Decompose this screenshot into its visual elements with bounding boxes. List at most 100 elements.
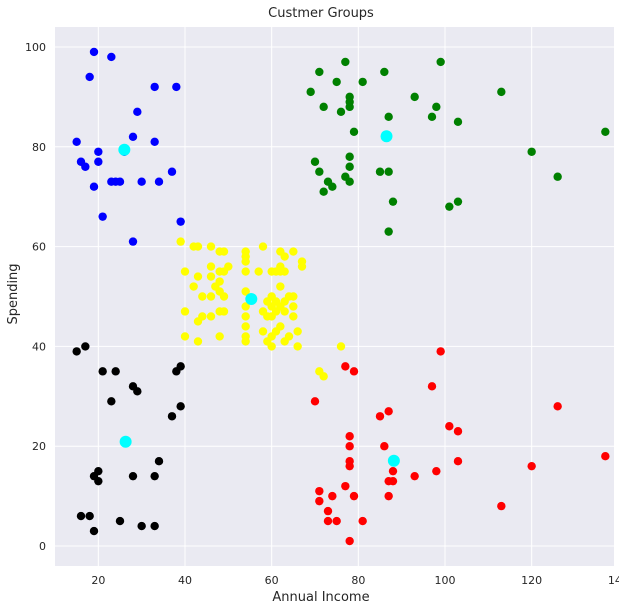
cluster-4-point xyxy=(427,382,437,391)
y-tick-label: 0 xyxy=(39,540,46,553)
cluster-3-point xyxy=(206,292,216,301)
cluster-3-point xyxy=(254,267,263,276)
cluster-4-point xyxy=(445,422,454,431)
cluster-5-point xyxy=(167,412,177,421)
cluster-5-point xyxy=(150,471,159,481)
grid-lines xyxy=(55,27,619,566)
cluster-5-point xyxy=(81,342,90,351)
cluster-3-point xyxy=(241,287,250,296)
x-tick-label: 120 xyxy=(521,574,542,587)
cluster-4-point xyxy=(345,536,354,546)
cluster-3-point xyxy=(276,282,285,291)
cluster-3-point xyxy=(193,242,203,251)
cluster-3-point xyxy=(193,272,203,281)
cluster-2-point xyxy=(319,102,328,112)
cluster-4-point xyxy=(436,347,445,356)
cluster-2-point xyxy=(432,102,441,112)
cluster-4-point xyxy=(310,397,320,406)
cluster-2-point xyxy=(453,197,463,206)
cluster-5-point xyxy=(72,347,81,356)
cluster-5-point xyxy=(76,511,86,521)
x-tick-label: 40 xyxy=(178,574,192,587)
cluster-4-point xyxy=(349,491,359,501)
cluster-3-point xyxy=(280,252,289,261)
cluster-3-point xyxy=(289,302,298,311)
cluster-2-point xyxy=(319,187,328,196)
cluster-1-point xyxy=(89,182,99,191)
cluster-3-point xyxy=(176,237,185,246)
cluster-3-point xyxy=(280,337,289,346)
cluster-5-point xyxy=(94,476,103,486)
cluster-1-point xyxy=(94,157,103,166)
cluster-5-point xyxy=(115,516,125,526)
x-tick-label: 20 xyxy=(91,574,105,587)
cluster-2-point xyxy=(388,197,398,206)
cluster-4-point xyxy=(315,496,324,506)
cluster-2-point xyxy=(384,112,393,122)
cluster-5-point xyxy=(85,511,94,521)
cluster-2-point xyxy=(375,167,385,176)
cluster-1-point xyxy=(133,107,142,117)
cluster-1-point xyxy=(150,82,159,92)
cluster-3-point xyxy=(280,307,289,316)
cluster-2-point xyxy=(358,77,367,87)
cluster-3-point xyxy=(180,307,190,316)
cluster-5-point xyxy=(150,521,159,531)
cluster-3-point xyxy=(241,322,250,331)
y-tick-label: 80 xyxy=(32,141,46,154)
cluster-4-point xyxy=(497,501,506,511)
cluster-4-point xyxy=(358,516,367,526)
cluster-1-point xyxy=(115,177,125,186)
cluster-3-point xyxy=(180,267,190,276)
cluster-3-point xyxy=(180,332,190,341)
cluster-2-point xyxy=(345,102,354,112)
cluster-2-point xyxy=(436,57,445,67)
cluster-3-point xyxy=(258,327,268,336)
cluster-4-point xyxy=(388,466,398,476)
cluster-1-point xyxy=(150,137,159,146)
x-tick-labels: 20 40 60 80 100 120 140 xyxy=(91,574,619,587)
cluster-4-point xyxy=(453,427,463,436)
cluster-4-point xyxy=(332,516,341,526)
chart-title: Custmer Groups xyxy=(268,6,374,21)
cluster-2-point xyxy=(380,67,389,77)
cluster-3-point xyxy=(193,337,203,346)
cluster-3-point xyxy=(198,292,207,301)
cluster-4-point xyxy=(453,456,463,466)
cluster-1-point xyxy=(85,72,94,82)
y-tick-label: 60 xyxy=(32,241,46,254)
cluster-3-point xyxy=(241,267,250,276)
cluster-3-point xyxy=(241,337,250,346)
cluster-4-point xyxy=(323,516,333,526)
cluster-5-point xyxy=(172,367,181,376)
cluster-4-point xyxy=(341,481,350,491)
cluster-4-point xyxy=(410,471,419,481)
cluster-1-point xyxy=(128,132,138,141)
cluster-3-point xyxy=(206,312,216,321)
centroid-point xyxy=(245,292,258,305)
cluster-3-point xyxy=(293,342,302,351)
cluster-4-point xyxy=(384,407,393,416)
cluster-3-point xyxy=(206,262,216,271)
x-tick-label: 60 xyxy=(265,574,279,587)
cluster-3-point xyxy=(241,302,250,311)
cluster-4-point xyxy=(380,442,389,451)
cluster-3-point xyxy=(219,247,229,256)
cluster-5-point xyxy=(137,521,146,531)
y-tick-labels: 0 20 40 60 80 100 xyxy=(25,41,46,553)
plot-area xyxy=(55,27,614,566)
cluster-2-point xyxy=(341,57,350,67)
cluster-4-point xyxy=(345,442,354,451)
cluster-2-point xyxy=(345,152,354,161)
y-axis-label: Spending xyxy=(6,263,21,324)
cluster-4-point xyxy=(388,476,398,486)
cluster-2-point xyxy=(315,67,324,77)
x-tick-label: 100 xyxy=(435,574,456,587)
cluster-5-point xyxy=(111,367,120,376)
cluster-2-point xyxy=(384,167,393,176)
cluster-3-point xyxy=(289,247,298,256)
cluster-2-point xyxy=(328,182,337,191)
cluster-1-point xyxy=(128,237,138,246)
cluster-2-point xyxy=(349,127,359,137)
